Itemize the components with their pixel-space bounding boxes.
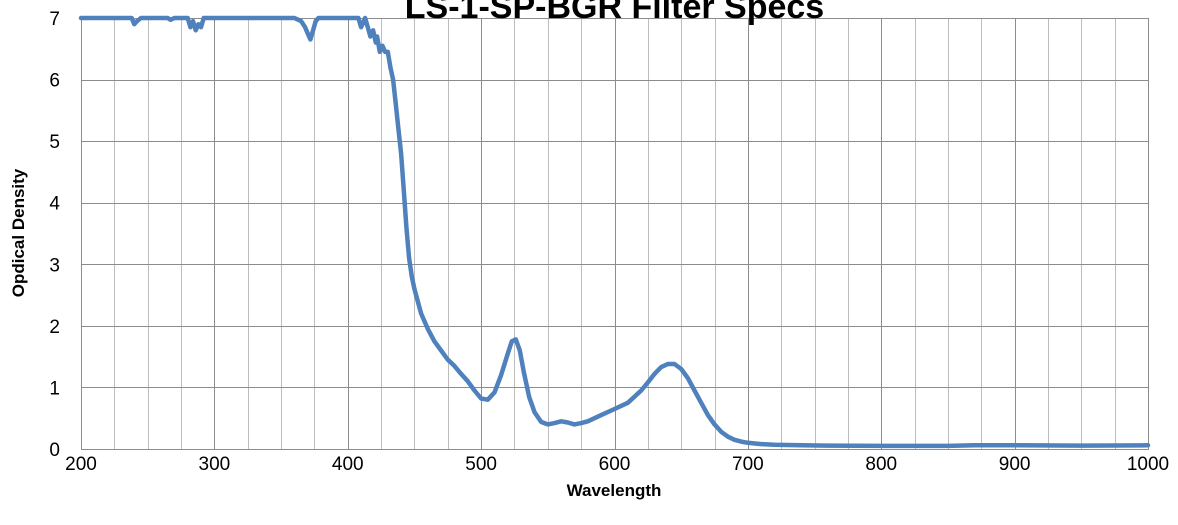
y-tick-label: 3 bbox=[49, 255, 60, 276]
y-tick-label: 7 bbox=[49, 9, 60, 30]
y-axis-label: Opdical Density bbox=[9, 168, 28, 297]
series-line bbox=[78, 15, 1151, 449]
chart-title: LS-1-SP-BGR Filter Specs bbox=[405, 0, 824, 26]
x-axis-label: Wavelength bbox=[567, 481, 662, 500]
y-tick-label: 4 bbox=[49, 194, 60, 215]
x-tick-label: 1000 bbox=[1127, 454, 1169, 475]
x-tick-label: 900 bbox=[999, 454, 1031, 475]
plot-area-border bbox=[81, 18, 1149, 450]
x-tick-label: 400 bbox=[332, 454, 364, 475]
gridlines bbox=[81, 18, 1149, 450]
x-tick-label: 300 bbox=[199, 454, 231, 475]
x-tick-label: 600 bbox=[599, 454, 631, 475]
x-tick-label: 800 bbox=[865, 454, 897, 475]
x-tick-label: 200 bbox=[65, 454, 97, 475]
x-tick-label: 700 bbox=[732, 454, 764, 475]
y-tick-label: 0 bbox=[49, 440, 60, 461]
x-tick-label: 500 bbox=[465, 454, 497, 475]
y-tick-label: 2 bbox=[49, 317, 60, 338]
y-tick-label: 1 bbox=[49, 378, 60, 399]
x-tick-labels: 200 300 400 500 600 700 800 900 1000 bbox=[65, 454, 1169, 475]
y-tick-label: 5 bbox=[49, 132, 60, 153]
y-tick-labels: 0 1 2 3 4 5 6 7 bbox=[49, 9, 60, 461]
y-tick-label: 6 bbox=[49, 71, 60, 92]
series-group bbox=[78, 15, 1151, 449]
